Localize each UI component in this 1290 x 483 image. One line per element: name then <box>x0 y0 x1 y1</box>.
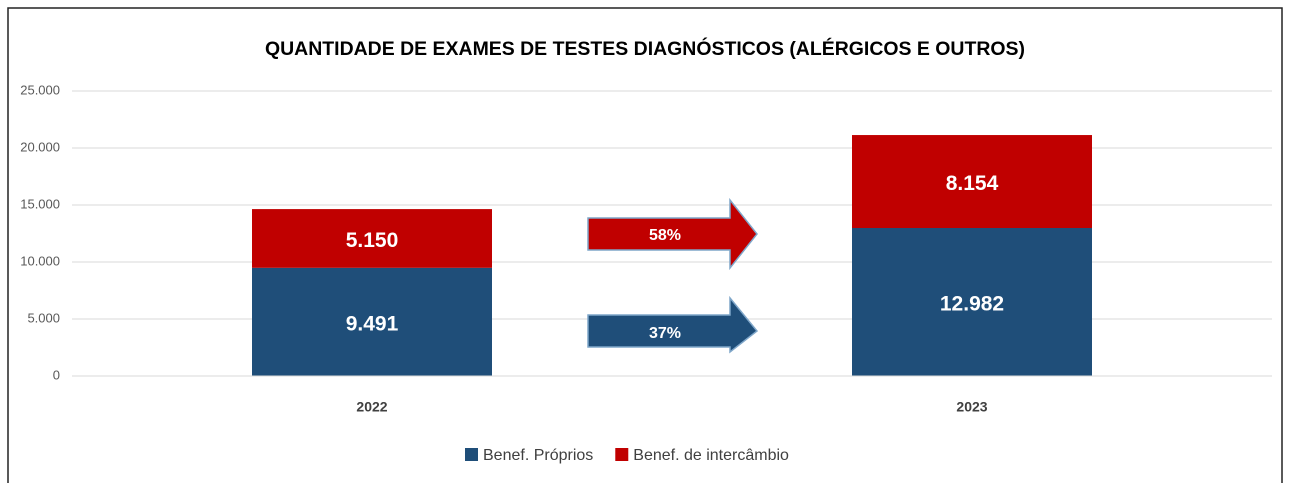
legend-swatch <box>465 448 478 461</box>
annotation: 58% <box>649 227 681 244</box>
y-tick-label: 0 <box>53 367 60 382</box>
x-tick-label: 2022 <box>356 399 387 415</box>
data-label: 5.150 <box>346 229 399 252</box>
y-tick-label: 15.000 <box>20 196 60 211</box>
legend-swatch <box>615 448 629 461</box>
chart-title: QUANTIDADE DE EXAMES DE TESTES DIAGNÓSTI… <box>265 38 1025 60</box>
arrow <box>587 197 758 271</box>
bar-segment <box>852 228 1092 376</box>
x-tick-label: 2023 <box>956 399 987 415</box>
data-label: 12.982 <box>940 293 1004 316</box>
annotation: 37% <box>649 325 681 342</box>
legend-label: Benef. de intercâmbio <box>633 447 789 464</box>
y-tick-label: 20.000 <box>20 139 60 154</box>
bar-segment <box>252 209 492 268</box>
arrow <box>587 295 759 354</box>
data-label: 9.491 <box>346 312 399 335</box>
bar-segment <box>252 267 492 376</box>
y-tick-label: 10.000 <box>20 253 60 268</box>
bar-segment <box>852 135 1092 229</box>
legend-label: Benef. Próprios <box>483 447 593 464</box>
data-label: 8.154 <box>946 172 999 195</box>
arrows: 58% 37% <box>587 197 759 354</box>
y-tick-label: 25.000 <box>20 82 60 97</box>
y-tick-label: 5.000 <box>27 310 60 325</box>
